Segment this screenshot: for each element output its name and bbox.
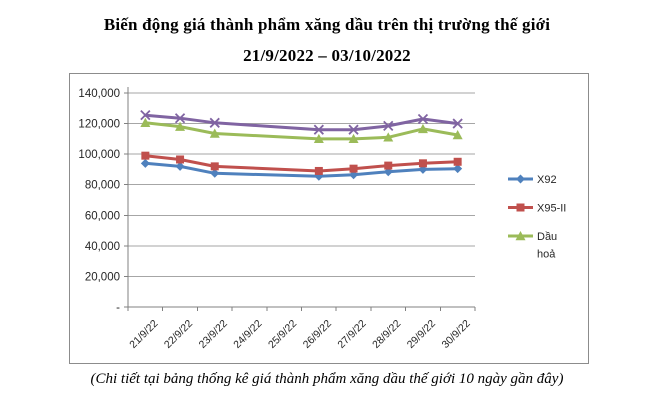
series-line [143, 161, 460, 178]
y-tick-label: 20,000 [85, 271, 120, 283]
y-tick-label: - [116, 302, 120, 314]
series-Dầu hoả [140, 117, 463, 144]
diamond-marker-icon [210, 168, 220, 178]
chart-title-line2: 21/9/2022 – 03/10/2022 [243, 46, 411, 65]
x-tick-label: 30/9/22 [440, 318, 473, 351]
x-tick-label: 22/9/22 [162, 318, 195, 351]
square-marker-icon [141, 151, 150, 160]
diamond-marker-icon [349, 170, 359, 180]
series-unlabeled-3 [140, 110, 463, 135]
triangle-marker-icon [313, 133, 324, 144]
triangle-marker-icon [348, 133, 359, 144]
square-marker-icon [453, 157, 462, 166]
triangle-marker-icon [452, 130, 463, 140]
square-marker-icon [516, 203, 525, 212]
legend-label: Dầu [537, 231, 557, 243]
x-tick-label: 23/9/22 [197, 318, 230, 351]
y-tick-label: 120,000 [78, 119, 120, 131]
legend-label: hoả [537, 249, 556, 261]
triangle-marker-icon [417, 123, 428, 134]
triangle-marker-icon [515, 231, 526, 241]
triangle-marker-icon [175, 121, 186, 131]
legend-label: X95-II [537, 203, 566, 215]
legend-item-Dầu hoả: Dầu hoả [508, 231, 557, 261]
x-tick-label: 21/9/22 [127, 318, 160, 351]
footer-note: (Chi tiết tại bảng thống kê giá thành ph… [90, 371, 564, 387]
x-marker-icon [348, 124, 359, 135]
triangle-marker-icon [209, 128, 220, 138]
diamond-marker-icon [453, 164, 463, 174]
axes [124, 87, 476, 311]
x-tick-label: 27/9/22 [335, 318, 368, 351]
y-tick-label: 40,000 [85, 241, 120, 253]
x-marker-icon [174, 113, 186, 124]
gridlines [128, 92, 475, 277]
diamond-marker-icon [140, 158, 150, 168]
y-axis-labels: 140,000 120,000 100,000 80,000 60,000 40,000 2… [78, 88, 120, 314]
square-marker-icon [176, 155, 185, 164]
x-marker-icon [140, 110, 151, 121]
square-marker-icon [418, 159, 427, 168]
x-marker-icon [452, 118, 463, 129]
chart-title-line1: Biến động giá thành phẩm xăng dầu trên t… [103, 15, 551, 34]
chart-area: 140,000 120,000 100,000 80,000 60,000 40,000 2… [69, 73, 589, 364]
y-tick-label: 100,000 [78, 149, 120, 161]
chart-legend: X92 X95-II Dầu hoả [508, 174, 566, 261]
triangle-marker-icon [140, 117, 151, 128]
x-marker-icon [209, 117, 220, 128]
square-marker-icon [210, 162, 219, 171]
square-marker-icon [384, 161, 393, 170]
series-X95-II [141, 151, 462, 175]
x-axis-labels: 21/9/22 22/9/22 23/9/22 24/9/22 25/9/22 26/9/… [127, 318, 473, 351]
line-chart-svg: 140,000 120,000 100,000 80,000 60,000 40,000 2… [78, 87, 566, 351]
series-line [143, 121, 460, 141]
x-tick-label: 28/9/22 [370, 318, 403, 351]
x-tick-label: 24/9/22 [231, 318, 264, 351]
square-marker-icon [314, 166, 323, 175]
diamond-marker-icon [175, 161, 185, 171]
y-tick-label: 60,000 [85, 210, 120, 222]
legend-label: X92 [537, 174, 557, 186]
x-marker-icon [417, 113, 429, 125]
legend-item-X92: X92 [508, 174, 557, 186]
series-line [143, 113, 460, 132]
x-marker-icon [313, 124, 324, 135]
y-tick-label: 80,000 [85, 180, 120, 192]
diamond-marker-icon [516, 174, 525, 184]
x-tick-label: 29/9/22 [405, 318, 438, 351]
x-marker-icon [383, 120, 394, 132]
y-tick-label: 140,000 [78, 88, 120, 100]
x-tick-label: 25/9/22 [266, 318, 299, 351]
triangle-marker-icon [383, 132, 394, 142]
legend-item-X95-II: X95-II [508, 203, 566, 215]
series-line [143, 154, 460, 173]
x-tick-label: 26/9/22 [301, 318, 334, 351]
square-marker-icon [349, 164, 358, 173]
